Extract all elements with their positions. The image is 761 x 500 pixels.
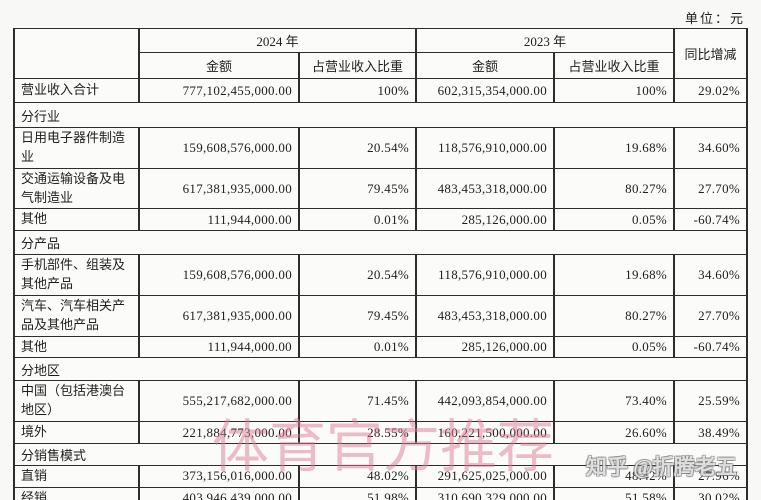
row-label: 中国（包括港澳台地区） bbox=[13, 380, 140, 423]
header-ratio-2023: 占营业收入比重 bbox=[553, 52, 676, 79]
amount-2024: 555,217,682,000.00 bbox=[138, 380, 300, 423]
row-label: 直销 bbox=[13, 464, 140, 488]
amount-2024: 111,944,000.00 bbox=[138, 335, 300, 359]
pct-2024: 0.01% bbox=[297, 335, 418, 359]
yoy-value: 27.70% bbox=[673, 167, 749, 210]
amount-2024: 159,608,576,000.00 bbox=[138, 127, 300, 169]
amount-2024: 617,381,935,000.00 bbox=[138, 167, 300, 210]
pct-2024: 0.01% bbox=[297, 208, 418, 232]
amount-2023: 483,453,318,000.00 bbox=[415, 294, 556, 337]
yoy-value: 30.02% bbox=[673, 486, 749, 500]
row-label: 汽车、汽车相关产品及其他产品 bbox=[13, 294, 140, 337]
pct-2023: 0.05% bbox=[553, 208, 676, 232]
amount-2023: 602,315,354,000.00 bbox=[415, 78, 556, 103]
section-label: 分产品 bbox=[12, 230, 749, 256]
amount-2023: 160,221,500,000.00 bbox=[415, 421, 556, 444]
pct-2024: 79.45% bbox=[297, 294, 418, 337]
yoy-value: 29.02% bbox=[673, 78, 749, 103]
table-row-total-revenue: 营业收入合计 777,102,455,000.00 100% 602,315,3… bbox=[13, 78, 749, 103]
header-yoy: 同比增减 bbox=[673, 28, 749, 79]
row-label: 日用电子器件制造业 bbox=[13, 127, 140, 169]
row-label: 境外 bbox=[13, 421, 140, 444]
pct-2023: 19.68% bbox=[553, 127, 676, 169]
pct-2023: 48.42% bbox=[553, 464, 676, 488]
table-row-transport-equipment: 交通运输设备及电气制造业 617,381,935,000.00 79.45% 4… bbox=[13, 167, 749, 210]
pct-2023: 26.60% bbox=[553, 421, 676, 444]
section-label: 分行业 bbox=[12, 102, 749, 128]
header-amount-2024: 金额 bbox=[138, 52, 300, 79]
amount-2024: 403,946,439,000.00 bbox=[138, 486, 300, 500]
header-corner-cell bbox=[13, 28, 140, 79]
amount-2023: 483,453,318,000.00 bbox=[415, 167, 556, 210]
yoy-value: 25.59% bbox=[673, 380, 749, 423]
section-row-by-region: 分地区 bbox=[12, 357, 749, 382]
yoy-value: 27.96% bbox=[673, 464, 749, 488]
row-label: 其他 bbox=[13, 208, 140, 232]
pct-2024: 79.45% bbox=[297, 167, 418, 210]
section-row-by-industry: 分行业 bbox=[12, 102, 749, 128]
amount-2024: 617,381,935,000.00 bbox=[138, 294, 300, 337]
row-label: 其他 bbox=[13, 335, 140, 359]
row-label: 经销 bbox=[13, 486, 140, 500]
unit-label: 单位：元 bbox=[684, 11, 745, 26]
header-year-2024: 2024 年 bbox=[137, 28, 418, 53]
amount-2023: 291,625,025,000.00 bbox=[415, 464, 556, 488]
amount-2024: 777,102,455,000.00 bbox=[138, 78, 300, 103]
table-row-automobile-products: 汽车、汽车相关产品及其他产品 617,381,935,000.00 79.45%… bbox=[13, 294, 749, 337]
pct-2024: 71.45% bbox=[297, 380, 418, 423]
row-label: 交通运输设备及电气制造业 bbox=[13, 167, 140, 210]
section-row-by-product: 分产品 bbox=[12, 230, 749, 256]
pct-2023: 73.40% bbox=[553, 380, 676, 423]
amount-2024: 221,884,773,000.00 bbox=[138, 421, 300, 444]
yoy-value: -60.74% bbox=[673, 335, 749, 359]
pct-2024: 20.54% bbox=[297, 254, 418, 296]
table-row-phone-components: 手机部件、组装及其他产品 159,608,576,000.00 20.54% 1… bbox=[13, 254, 749, 296]
header-row-metrics: 金额 占营业收入比重 金额 占营业收入比重 bbox=[14, 52, 747, 79]
table-row-china: 中国（包括港澳台地区） 555,217,682,000.00 71.45% 44… bbox=[13, 380, 749, 423]
section-row-by-sales-model: 分销售模式 bbox=[12, 442, 749, 466]
amount-2023: 118,576,910,000.00 bbox=[415, 254, 556, 296]
header-amount-2023: 金额 bbox=[415, 52, 556, 79]
pct-2023: 100% bbox=[553, 78, 676, 103]
amount-2023: 285,126,000.00 bbox=[415, 208, 556, 232]
pct-2024: 28.55% bbox=[297, 421, 418, 444]
table-row-direct-sales: 直销 373,156,016,000.00 48.02% 291,625,025… bbox=[13, 464, 749, 488]
amount-2023: 442,093,854,000.00 bbox=[415, 380, 556, 423]
header-year-2023: 2023 年 bbox=[415, 28, 676, 53]
pct-2023: 80.27% bbox=[553, 167, 676, 210]
table-row-household-electronics: 日用电子器件制造业 159,608,576,000.00 20.54% 118,… bbox=[13, 127, 749, 169]
yoy-value: 34.60% bbox=[673, 254, 749, 296]
table-row-overseas: 境外 221,884,773,000.00 28.55% 160,221,500… bbox=[13, 421, 749, 444]
yoy-value: -60.74% bbox=[673, 208, 749, 232]
row-label: 手机部件、组装及其他产品 bbox=[13, 254, 140, 296]
header-ratio-2024: 占营业收入比重 bbox=[297, 52, 418, 79]
yoy-value: 34.60% bbox=[673, 127, 749, 169]
amount-2023: 285,126,000.00 bbox=[415, 335, 556, 359]
pct-2024: 51.98% bbox=[297, 486, 418, 500]
amount-2023: 310,690,329,000.00 bbox=[415, 486, 556, 500]
section-label: 分地区 bbox=[12, 357, 749, 382]
amount-2024: 159,608,576,000.00 bbox=[138, 254, 300, 296]
table-row-other-product: 其他 111,944,000.00 0.01% 285,126,000.00 0… bbox=[13, 335, 749, 359]
pct-2023: 19.68% bbox=[553, 254, 676, 296]
pct-2024: 100% bbox=[297, 78, 418, 103]
amount-2024: 373,156,016,000.00 bbox=[138, 464, 300, 488]
section-label: 分销售模式 bbox=[12, 442, 749, 466]
row-label: 营业收入合计 bbox=[13, 78, 140, 103]
pct-2024: 20.54% bbox=[297, 127, 418, 169]
table-row-distribution-sales: 经销 403,946,439,000.00 51.98% 310,690,329… bbox=[13, 486, 749, 500]
amount-2023: 118,576,910,000.00 bbox=[415, 127, 556, 169]
amount-2024: 111,944,000.00 bbox=[138, 208, 300, 232]
header-row-years: 2024 年 2023 年 同比增减 bbox=[13, 28, 749, 79]
pct-2024: 48.02% bbox=[297, 464, 418, 488]
pct-2023: 80.27% bbox=[553, 294, 676, 337]
yoy-value: 27.70% bbox=[673, 294, 749, 337]
revenue-breakdown-table: 2024 年 2023 年 同比增减 金额 占营业收入比重 金额 占营业收入比重… bbox=[12, 28, 749, 500]
yoy-value: 38.49% bbox=[673, 421, 749, 444]
pct-2023: 51.58% bbox=[553, 486, 676, 500]
table-row-other-industry: 其他 111,944,000.00 0.01% 285,126,000.00 0… bbox=[13, 208, 749, 232]
pct-2023: 0.05% bbox=[553, 335, 676, 359]
